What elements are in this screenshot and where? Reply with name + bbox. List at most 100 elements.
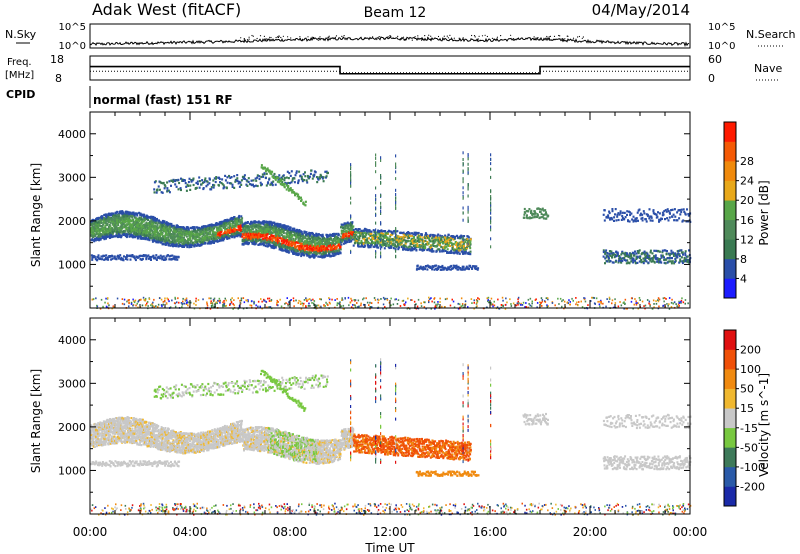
- echo-cell: [347, 238, 350, 241]
- echo-cell: [373, 234, 376, 237]
- echo-cell: [252, 237, 255, 240]
- nave-label: Nave: [754, 62, 782, 75]
- echo-cell: [294, 243, 296, 246]
- echo-cell: [274, 238, 277, 241]
- echo-cell: [283, 246, 286, 249]
- echo-cell: [344, 242, 347, 245]
- echo-cell: [189, 243, 192, 246]
- echo-cell: [402, 238, 405, 241]
- echo-cell: [100, 224, 102, 228]
- echo-cell: [232, 220, 235, 223]
- echo-cell: [141, 221, 144, 224]
- echo-cell: [282, 232, 285, 235]
- echo-cell: [435, 264, 438, 267]
- echo-cell: [280, 240, 283, 243]
- nsearch-point: [429, 38, 432, 41]
- echo-cell: [444, 234, 447, 237]
- echo-cell: [237, 232, 240, 235]
- echo-cell: [319, 237, 322, 240]
- echo-cell: [223, 222, 226, 225]
- echo-cell: [359, 234, 362, 238]
- echo-cell: [129, 230, 132, 233]
- echo-cell: [237, 220, 240, 223]
- echo-cell: [286, 240, 289, 243]
- echo-cell: [358, 230, 361, 234]
- echo-cell: [411, 248, 414, 251]
- echo-cell: [144, 254, 147, 257]
- echo-cell: [269, 231, 271, 235]
- echo-cell: [469, 239, 472, 242]
- echo-cell: [126, 233, 129, 236]
- freq-line: [90, 65, 690, 75]
- echo-cell: [180, 231, 183, 234]
- echo-cell: [186, 245, 189, 249]
- echo-cell: [116, 213, 119, 217]
- echo-cell: [398, 246, 400, 249]
- echo-cell: [269, 225, 272, 228]
- echo-cell: [212, 230, 215, 233]
- echo-cell: [431, 250, 434, 253]
- echo-cell: [264, 229, 267, 232]
- echo-cell: [442, 241, 445, 244]
- echo-cell: [335, 232, 338, 235]
- echo-cell: [270, 241, 273, 244]
- echo-cell: [154, 234, 157, 237]
- echo-cell: [469, 247, 472, 250]
- nsearch-point: [319, 36, 321, 38]
- echo-cell: [131, 212, 134, 215]
- echo-cell: [313, 247, 316, 250]
- echo-cell: [131, 219, 134, 222]
- echo-cell: [160, 239, 163, 243]
- echo-cell: [334, 234, 337, 237]
- echo-cell: [115, 216, 118, 220]
- echo-cell: [397, 242, 400, 245]
- echo-cell: [363, 245, 366, 248]
- echo-cell: [462, 245, 465, 248]
- echo-cell: [181, 232, 184, 235]
- echo-cell: [268, 230, 270, 233]
- echo-cell: [387, 240, 390, 243]
- echo-cell: [161, 225, 164, 228]
- echo-cell: [443, 266, 446, 269]
- echo-cell: [384, 230, 387, 233]
- echo-cell: [192, 242, 195, 245]
- nsearch-point: [387, 36, 389, 38]
- echo-cell: [161, 223, 164, 226]
- nsearch-point: [349, 38, 351, 40]
- echo-cell: [333, 248, 336, 251]
- echo-cell: [162, 226, 165, 229]
- echo-cell: [463, 248, 466, 251]
- echo-cell: [140, 235, 142, 238]
- nsearch-point: [421, 39, 423, 41]
- echo-cell: [458, 252, 461, 255]
- nsearch-point: [563, 39, 565, 41]
- echo-cell: [359, 241, 362, 245]
- echo-cell: [218, 232, 221, 235]
- echo-cell: [103, 232, 106, 235]
- echo-cell: [251, 227, 254, 230]
- echo-cell: [327, 235, 330, 238]
- nsearch-point: [390, 35, 392, 38]
- echo-cell: [222, 220, 225, 224]
- echo-cell: [409, 242, 412, 245]
- echo-cell: [208, 230, 211, 233]
- echo-cell: [348, 240, 351, 243]
- echo-cell: [456, 236, 459, 239]
- echo-cell: [424, 267, 427, 271]
- echo-cell: [116, 210, 119, 213]
- echo-cell: [438, 250, 441, 253]
- echo-cell: [303, 231, 306, 234]
- echo-cell: [240, 219, 243, 222]
- echo-cell: [175, 226, 178, 229]
- echo-cell: [444, 246, 447, 249]
- echo-cell: [456, 241, 458, 244]
- echo-cell: [382, 242, 385, 245]
- echo-cell: [361, 234, 364, 237]
- echo-cell: [462, 265, 465, 268]
- echo-cell: [341, 238, 344, 241]
- echo-cell: [306, 237, 309, 240]
- echo-cell: [243, 223, 246, 226]
- echo-cell: [179, 235, 182, 238]
- echo-cell: [148, 226, 151, 229]
- echo-cell: [342, 223, 345, 226]
